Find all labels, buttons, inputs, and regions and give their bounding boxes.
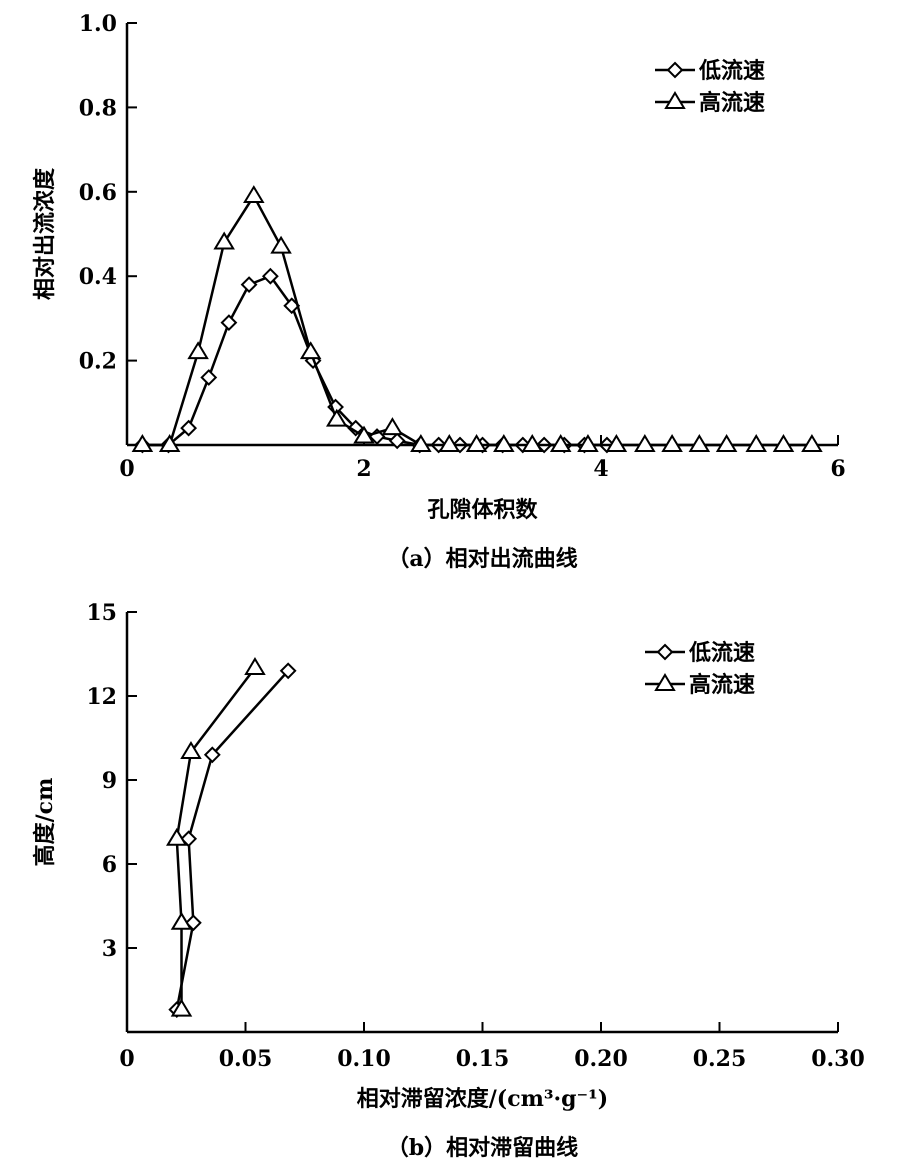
x-tick-label: 0.25 (693, 1046, 747, 1072)
data-point (240, 276, 258, 294)
legend-label: 高流速 (689, 672, 755, 698)
data-point (243, 185, 265, 204)
x-tick-label: 0.05 (219, 1046, 273, 1072)
series-line (142, 193, 812, 447)
legend-diamond-icon (666, 61, 684, 79)
x-tick-label: 4 (593, 456, 608, 482)
series-triangle (131, 185, 823, 452)
data-point (605, 434, 628, 452)
data-point (203, 746, 221, 764)
data-point (801, 434, 823, 452)
y-tick-label: 0.6 (79, 180, 117, 206)
data-point (688, 434, 711, 452)
chart-b: 0 0.05 0.10 0.15 0.20 0.25 0.30 3 6 9 12 15 相对滞留浓度/(… (32, 600, 865, 1161)
data-point (745, 434, 768, 452)
y-axis-label: 高度/cm (32, 778, 58, 867)
legend-triangle-icon (654, 673, 676, 691)
data-point (465, 434, 488, 452)
x-tick-label: 2 (356, 456, 371, 482)
data-point (410, 434, 432, 452)
chart-caption: （a）相对出流曲线 (387, 546, 577, 572)
data-point (244, 657, 266, 675)
data-point (577, 434, 599, 452)
data-point (180, 419, 198, 437)
data-point (158, 434, 181, 452)
data-point (438, 434, 461, 452)
data-point (388, 432, 406, 450)
data-point (634, 434, 656, 452)
data-point (279, 662, 297, 680)
data-point (325, 408, 348, 427)
legend-item: 低流速 (655, 58, 765, 84)
x-tick-label: 6 (830, 456, 845, 482)
chart-caption: （b）相对滞留曲线 (387, 1135, 578, 1161)
legend-label: 低流速 (688, 640, 755, 666)
y-tick-label: 6 (102, 852, 117, 878)
legend-triangle-icon (664, 91, 686, 109)
y-tick-label: 1.0 (79, 11, 117, 37)
x-tick-label: 0.10 (337, 1046, 391, 1072)
legend-label: 低流速 (698, 58, 765, 84)
data-point (299, 341, 322, 360)
data-point (131, 434, 154, 452)
x-tick-label: 0 (119, 1046, 134, 1072)
x-tick-label: 0.15 (456, 1046, 510, 1072)
y-tick-label: 3 (102, 936, 117, 962)
data-point (381, 417, 404, 436)
legend-diamond-icon (656, 643, 674, 661)
y-tick-label: 0.4 (79, 264, 117, 290)
x-tick-label: 0.20 (574, 1046, 628, 1072)
data-point (261, 267, 279, 285)
legend-item: 高流速 (655, 90, 765, 116)
y-tick-label: 0.2 (79, 349, 117, 375)
legend-item: 低流速 (645, 640, 755, 666)
legend-item: 高流速 (645, 672, 755, 698)
data-point (521, 434, 544, 452)
data-point (270, 235, 292, 254)
data-point (347, 419, 365, 437)
data-point (213, 231, 235, 250)
legend-label: 高流速 (699, 90, 765, 116)
x-axis-label: 孔隙体积数 (427, 497, 538, 523)
y-tick-label: 15 (86, 600, 117, 626)
data-point (772, 434, 795, 452)
data-point (220, 314, 238, 332)
y-axis-label: 相对出流浓度 (32, 167, 58, 300)
y-tick-label: 12 (86, 684, 117, 710)
data-point (549, 434, 572, 452)
data-point (200, 369, 218, 386)
series-line (142, 274, 607, 447)
series-diamond (168, 662, 297, 1019)
data-point (715, 434, 738, 452)
data-point (180, 741, 202, 759)
data-point (170, 998, 193, 1017)
data-point (166, 827, 188, 846)
data-point (493, 434, 515, 452)
data-point (170, 911, 193, 930)
data-point (187, 341, 209, 360)
x-axis-label: 相对滞留浓度/(cm³·g⁻¹) (357, 1086, 608, 1112)
data-point (353, 425, 375, 444)
data-point (661, 434, 683, 452)
y-tick-label: 0.8 (79, 95, 117, 121)
chart-a: 0 2 4 6 0.2 0.4 0.6 0.8 1.0 孔隙体积数 相对出流浓度 （a）相对出流曲线 低… (32, 11, 846, 572)
y-tick-label: 9 (102, 768, 117, 794)
series-diamond (133, 267, 616, 454)
x-tick-label: 0 (119, 456, 134, 482)
x-tick-label: 0.30 (811, 1046, 865, 1072)
series-triangle (166, 657, 266, 1017)
